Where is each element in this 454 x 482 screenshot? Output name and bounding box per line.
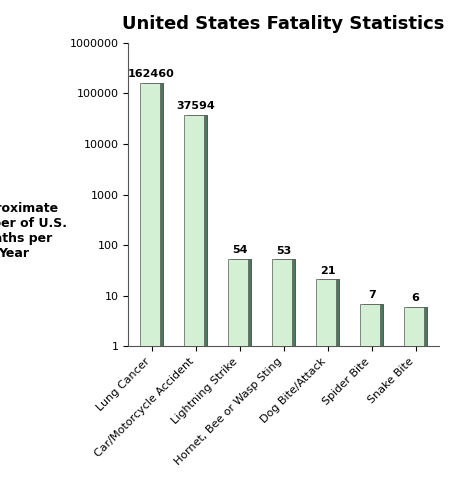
- Text: 7: 7: [368, 290, 375, 300]
- Text: 54: 54: [232, 245, 247, 255]
- Bar: [272, 259, 292, 482]
- Bar: [231, 259, 251, 482]
- Bar: [363, 304, 383, 482]
- Title: United States Fatality Statistics: United States Fatality Statistics: [123, 15, 445, 33]
- Bar: [143, 83, 163, 482]
- Bar: [319, 280, 339, 482]
- Bar: [360, 304, 380, 482]
- Text: 6: 6: [412, 294, 419, 303]
- Bar: [228, 259, 248, 482]
- Bar: [316, 280, 336, 482]
- Text: 37594: 37594: [176, 101, 215, 111]
- Text: 53: 53: [276, 245, 291, 255]
- Bar: [275, 259, 295, 482]
- Bar: [184, 115, 204, 482]
- Bar: [187, 115, 207, 482]
- Text: Approximate
Number of U.S.
Deaths per
Year: Approximate Number of U.S. Deaths per Ye…: [0, 202, 67, 260]
- Text: 162460: 162460: [128, 69, 175, 79]
- Bar: [405, 307, 424, 482]
- Bar: [140, 83, 160, 482]
- Text: 21: 21: [320, 266, 336, 276]
- Bar: [407, 307, 427, 482]
